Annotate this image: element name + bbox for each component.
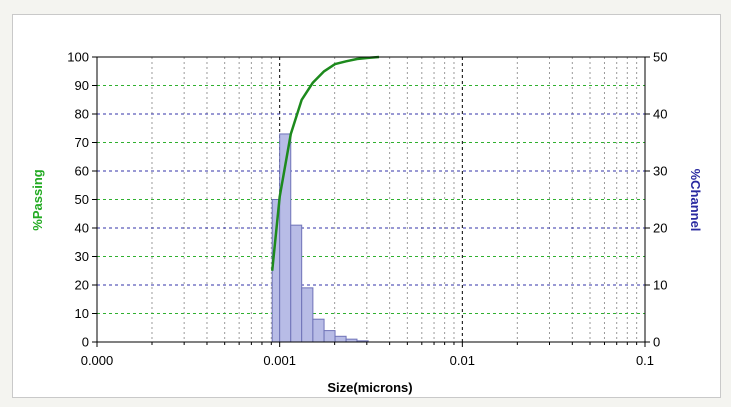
- line-layer: [270, 55, 380, 271]
- y-right-tick-label: 20: [653, 221, 667, 236]
- y-left-tick-label: 90: [75, 78, 89, 93]
- y-axis-left-title: %Passing: [30, 169, 45, 230]
- x-axis-title: Size(microns): [327, 380, 412, 395]
- grid-layer: [97, 57, 645, 342]
- x-tick-label: 0.1: [636, 353, 654, 368]
- y-axis-right-title: %Channel: [688, 169, 703, 232]
- y-left-tick-label: 60: [75, 164, 89, 179]
- y-right-tick-label: 40: [653, 107, 667, 122]
- histogram-bar: [334, 335, 347, 343]
- y-left-tick-label: 30: [75, 249, 89, 264]
- axis-layer: [92, 56, 650, 347]
- y-left-tick-label: 50: [75, 192, 89, 207]
- y-left-tick-label: 10: [75, 306, 89, 321]
- y-left-tick-label: 40: [75, 221, 89, 236]
- y-left-tick-label: 80: [75, 107, 89, 122]
- y-right-tick-label: 0: [653, 335, 660, 350]
- histogram-bar: [301, 287, 314, 343]
- histogram-bar: [323, 330, 336, 343]
- histogram-bar: [290, 224, 303, 343]
- y-right-tick-label: 30: [653, 164, 667, 179]
- x-tick-label: 0.01: [450, 353, 475, 368]
- label-layer: 0 10 20 30 40 50 60 70 80 90 100 0 10 20 30 40 50 0.000 0.…: [67, 50, 667, 369]
- plot-area: [97, 57, 645, 342]
- y-left-tick-label: 20: [75, 278, 89, 293]
- cumulative-passing-line: [270, 55, 380, 271]
- histogram-bar: [312, 318, 325, 343]
- y-left-tick-label: 100: [67, 50, 89, 65]
- y-left-tick-label: 0: [82, 335, 89, 350]
- y-right-tick-label: 50: [653, 50, 667, 65]
- x-tick-label: 0.001: [263, 353, 296, 368]
- x-tick-label: 0.000: [81, 353, 114, 368]
- y-left-tick-label: 70: [75, 135, 89, 150]
- y-right-tick-label: 10: [653, 278, 667, 293]
